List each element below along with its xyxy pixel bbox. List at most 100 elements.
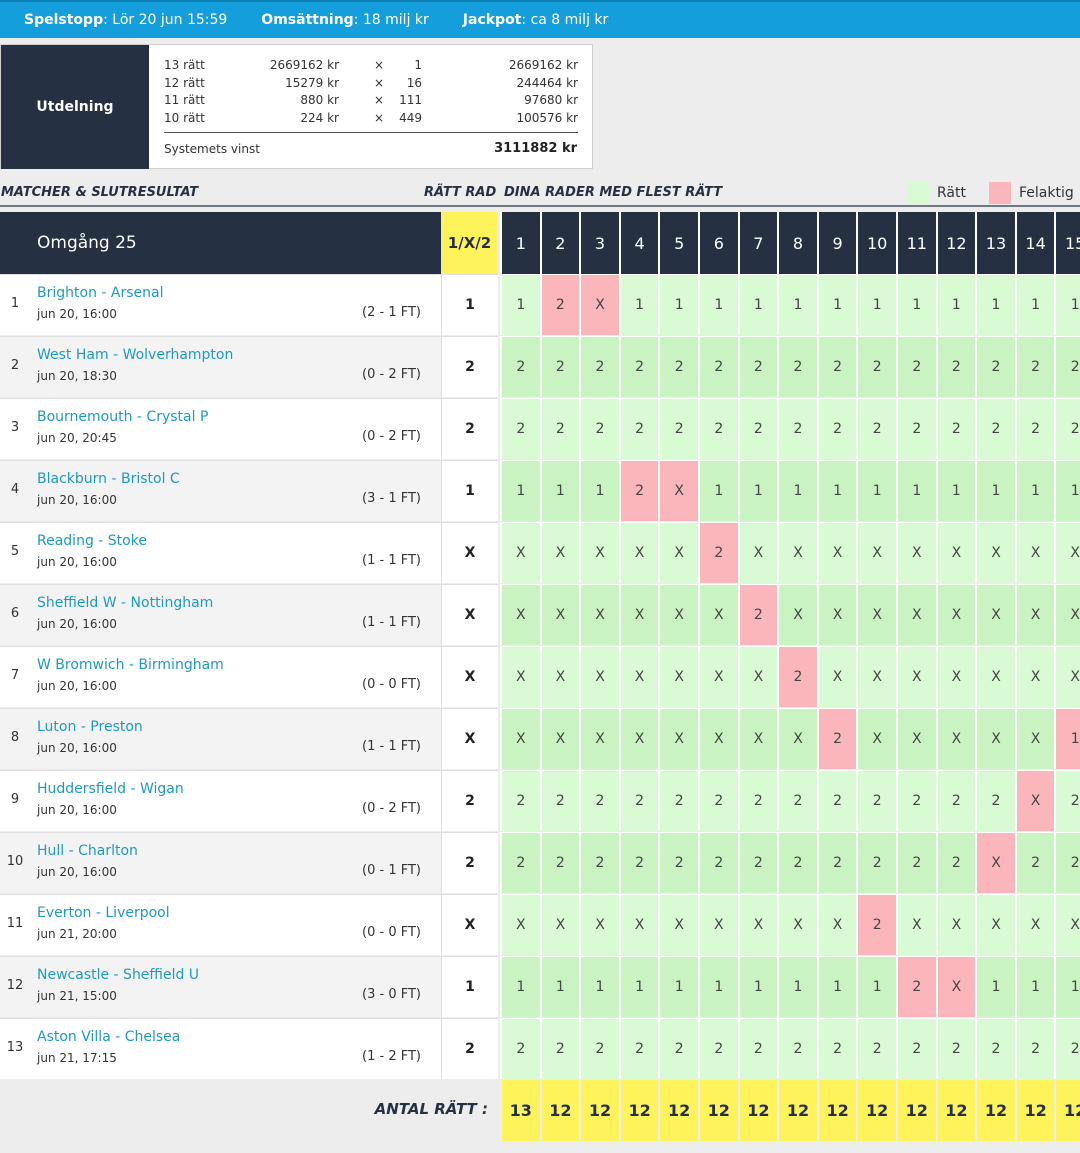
pick-cell-correct: 1 (896, 460, 936, 521)
column-header-5: 5 (658, 212, 698, 274)
correct-result-cell: 2 (441, 398, 498, 459)
pick-cell-wrong: 2 (816, 708, 857, 769)
pick-cell-correct: X (579, 646, 619, 707)
pick-cell-correct: 2 (698, 398, 738, 459)
pick-cell-correct: X (500, 522, 540, 583)
legend-wrong: Felaktig (989, 182, 1074, 204)
pick-cell-correct: X (618, 894, 659, 955)
column-header-12: 12 (935, 212, 976, 274)
match-score: (1 - 2 FT) (362, 1049, 421, 1064)
pick-cell-wrong: 2 (618, 460, 659, 521)
pick-cell-correct: 1 (975, 274, 1015, 335)
column-header-11: 11 (896, 212, 936, 274)
pick-cell-correct: X (579, 708, 619, 769)
payout-amount: 224 kr (300, 110, 339, 125)
pick-cell-wrong: X (935, 956, 976, 1017)
pick-cell-wrong: X (579, 274, 619, 335)
match-number: 3 (10, 420, 20, 435)
match-name-link[interactable]: Blackburn - Bristol C (37, 471, 180, 487)
match-name-link[interactable]: Bournemouth - Crystal P (37, 409, 209, 425)
turnover-info: Omsättning: 18 milj kr (261, 12, 429, 28)
pick-cell-correct: 2 (975, 336, 1015, 397)
pick-cell-correct: 2 (500, 1018, 540, 1079)
pick-cell-correct: 2 (935, 1018, 976, 1079)
match-date: jun 20, 20:45 (37, 431, 117, 445)
column-header-14: 14 (1014, 212, 1055, 274)
pick-cell-correct: X (500, 894, 540, 955)
pick-cell-correct: 2 (896, 832, 936, 893)
payout-times: × (374, 58, 385, 72)
pick-cell-correct: 1 (1054, 274, 1080, 335)
column-header-1: 1 (500, 212, 540, 274)
match-date: jun 20, 16:00 (37, 803, 117, 817)
pick-cell-correct: 2 (816, 832, 857, 893)
match-row: 5 Reading - Stoke jun 20, 16:00 (1 - 1 FT) (0, 522, 441, 583)
pick-cell-correct: 2 (579, 1018, 619, 1079)
correct-result-cell: 2 (441, 770, 498, 831)
pick-cell-correct: 2 (698, 336, 738, 397)
pick-cell-correct: 2 (816, 398, 857, 459)
match-date: jun 21, 17:15 (37, 1051, 117, 1065)
match-name-link[interactable]: Hull - Charlton (37, 843, 138, 859)
pick-cell-wrong: 2 (737, 584, 778, 645)
match-name-link[interactable]: Luton - Preston (37, 719, 143, 735)
system-win-label: Systemets vinst (164, 142, 260, 156)
payout-count: 16 (406, 75, 422, 90)
match-name-link[interactable]: Brighton - Arsenal (37, 285, 164, 301)
match-name-link[interactable]: Reading - Stoke (37, 533, 147, 549)
match-name-link[interactable]: Sheffield W - Nottingham (37, 595, 214, 611)
pick-cell-correct: X (539, 584, 580, 645)
pick-cell-correct: 2 (1054, 832, 1080, 893)
correct-result-cell: 1 (441, 460, 498, 521)
correct-count-cell: 13 (500, 1080, 540, 1141)
correct-count-cell: 12 (539, 1080, 580, 1141)
pick-cell-correct: 2 (1014, 1018, 1055, 1079)
pick-cell-wrong: X (975, 832, 1015, 893)
payout-divider (164, 132, 578, 133)
match-name-link[interactable]: Everton - Liverpool (37, 905, 170, 921)
pick-cell-correct: X (698, 708, 738, 769)
pick-cell-correct: 2 (975, 1018, 1015, 1079)
pick-cell-correct: X (618, 522, 659, 583)
pick-cell-correct: X (618, 646, 659, 707)
payout-times: × (374, 75, 385, 90)
correct-result-cell: X (441, 522, 498, 583)
match-name-link[interactable]: Newcastle - Sheffield U (37, 967, 200, 983)
pick-cell-correct: 1 (1054, 460, 1080, 521)
top-info-bar: Spelstopp: Lör 20 jun 15:59 Omsättning: … (0, 0, 1080, 38)
pick-cell-correct: 2 (539, 770, 580, 831)
pick-cell-correct: 1 (658, 274, 698, 335)
match-score: (0 - 0 FT) (362, 677, 421, 692)
match-date: jun 20, 16:00 (37, 493, 117, 507)
pick-cell-correct: 2 (1014, 832, 1055, 893)
payout-amount: 15279 kr (285, 75, 339, 90)
pick-cell-correct: 2 (856, 770, 896, 831)
jackpot-info: Jackpot: ca 8 milj kr (462, 12, 609, 28)
correct-result-cell: 2 (441, 336, 498, 397)
payout-row: 10 rätt 224 kr × 449 100576 kr (164, 111, 578, 128)
pick-cell-correct: X (698, 646, 738, 707)
match-name-link[interactable]: West Ham - Wolverhampton (37, 347, 234, 363)
correct-count-cell: 12 (1054, 1080, 1080, 1141)
correct-count-label: ANTAL RÄTT : (374, 1100, 488, 1118)
match-row: 11 Everton - Liverpool jun 21, 20:00 (0 - 0… (0, 894, 441, 955)
match-name-link[interactable]: Huddersfield - Wigan (37, 781, 184, 797)
column-header-3: 3 (579, 212, 619, 274)
pick-cell-correct: X (737, 646, 778, 707)
system-win-value: 3111882 kr (494, 141, 577, 156)
correct-count-cell: 12 (658, 1080, 698, 1141)
pick-cell-correct: 2 (579, 398, 619, 459)
payout-level: 13 rätt (164, 58, 205, 72)
pick-cell-correct: 1 (618, 274, 659, 335)
payout-row: 13 rätt 2669162 kr × 1 2669162 kr (164, 58, 578, 75)
result-header: 1/X/2 (441, 212, 498, 274)
pick-cell-correct: 2 (737, 832, 778, 893)
payout-amount: 2669162 kr (269, 58, 339, 72)
match-name-link[interactable]: W Bromwich - Birmingham (37, 657, 224, 673)
correct-result-cell: X (441, 708, 498, 769)
match-name-link[interactable]: Aston Villa - Chelsea (37, 1029, 181, 1045)
pick-cell-correct: 2 (1014, 336, 1055, 397)
pick-cell-correct: 2 (856, 398, 896, 459)
pick-cell-correct: 1 (539, 956, 580, 1017)
pick-cell-correct: X (935, 894, 976, 955)
